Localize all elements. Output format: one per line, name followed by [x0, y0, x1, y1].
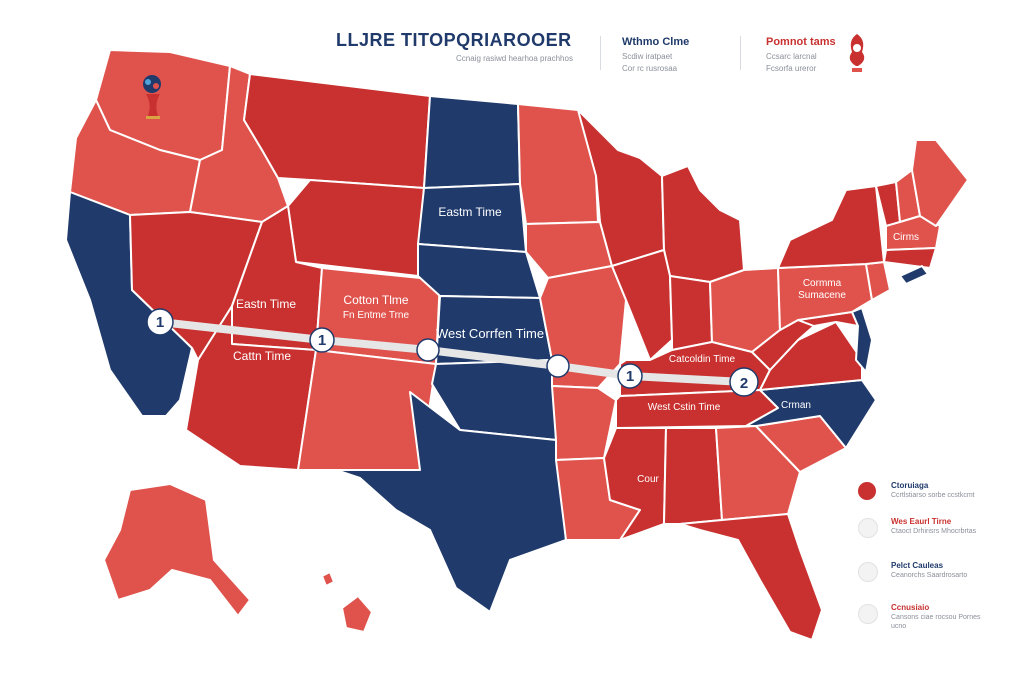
state-new-york[interactable]: [777, 185, 885, 269]
label-mississippi: Cour: [637, 474, 659, 485]
legend-sub-2: Ctaoct Drhirisrs Mhocrbrtas: [891, 528, 977, 535]
route-line: [156, 318, 748, 386]
route-stop-4[interactable]: [546, 354, 570, 378]
legend-item-3[interactable]: Pelct Cauleas Ceanorchs Saardrosarto: [858, 560, 988, 590]
legend-dot-2: [858, 518, 878, 538]
label-pennsylvania: Cormma: [803, 278, 842, 289]
state-north-dakota[interactable]: [423, 95, 521, 189]
label-carolina: Crman: [781, 400, 811, 411]
header-col2-sub1: Ccsarc larcnal: [766, 52, 817, 61]
route-stop-6-label: 2: [740, 375, 748, 392]
page-title: LLJRE TITOPQRIAROOER: [336, 30, 572, 50]
legend-item-1[interactable]: Ctoruiaga Ccrtlstiarso sorbe ccstkcmt: [858, 480, 988, 510]
header-divider-1: [600, 36, 601, 70]
legend-dot-4: [858, 604, 878, 624]
trophy-logo-icon: [143, 75, 161, 119]
label-new-england: Cirms: [893, 232, 919, 243]
legend-dot-1: [858, 482, 876, 500]
state-connecticut[interactable]: [883, 247, 937, 269]
state-arkansas[interactable]: [551, 385, 617, 461]
legend-dot-3: [858, 562, 878, 582]
route-stop-5[interactable]: 1: [617, 363, 643, 389]
label-colorado-sub: Fn Entme Trne: [343, 310, 410, 321]
state-long-island[interactable]: [899, 265, 929, 285]
label-colorado: Cotton Tlme: [343, 293, 408, 307]
legend-title-4: Ccnusiaio: [891, 603, 930, 612]
legend-item-4[interactable]: Ccnusiaio Cansons ciae rocsou Pornes ucn…: [858, 602, 988, 632]
state-florida[interactable]: [679, 513, 823, 641]
state-north-carolina[interactable]: [745, 379, 877, 449]
legend-item-2[interactable]: Wes Eaurl Tirne Ctaoct Drhirisrs Mhocrbr…: [858, 516, 988, 546]
label-great-basin: Eastn Time: [236, 297, 296, 311]
legend-title-3: Pelct Cauleas: [891, 561, 944, 570]
state-nebraska[interactable]: [417, 243, 541, 299]
state-alabama[interactable]: [663, 427, 723, 525]
state-delaware[interactable]: [851, 307, 873, 373]
emblem-badge-icon: [849, 34, 865, 72]
route-stop-2-label: 1: [318, 332, 326, 349]
legend-sub-3: Ceanorchs Saardrosarto: [891, 572, 968, 579]
legend-sub-1: Ccrtlstiarso sorbe ccstkcmt: [891, 492, 975, 499]
label-pennsylvania-sub: Sumacene: [798, 290, 846, 301]
label-kentucky: Catcoldin Time: [669, 354, 736, 365]
state-maine[interactable]: [911, 139, 969, 227]
route-stop-1[interactable]: 1: [146, 308, 174, 336]
legend-sub-4: Cansons ciae rocsou Pornes ucno: [891, 614, 981, 630]
route-stop-6[interactable]: 2: [729, 367, 759, 397]
label-tennessee: West Cstin Time: [648, 402, 721, 413]
legend-title-2: Wes Eaurl Tirne: [891, 517, 952, 526]
legend-title-1: Ctoruiaga: [891, 481, 929, 490]
header-col2-sub2: Fcsorfa ureror: [766, 64, 817, 73]
route-stop-1-label: 1: [156, 314, 164, 331]
route-stop-5-label: 1: [626, 368, 634, 385]
state-michigan[interactable]: [661, 165, 745, 283]
header-col2-title: Pomnot tams: [766, 36, 836, 48]
state-mississippi[interactable]: [603, 427, 667, 541]
state-alaska[interactable]: [103, 483, 251, 617]
state-wyoming[interactable]: [287, 179, 425, 277]
label-dakota: Eastm Time: [438, 205, 502, 219]
state-hawaii-small[interactable]: [321, 571, 335, 587]
header-divider-2: [740, 36, 741, 70]
header-col1-sub1: Scdiw iratpaet: [622, 52, 673, 61]
route-stop-3[interactable]: [416, 338, 440, 362]
state-hawaii[interactable]: [341, 595, 373, 633]
route-stop-2[interactable]: 1: [309, 327, 335, 353]
label-kansas: West Corrfen Time: [436, 326, 544, 341]
header-col1-title: Wthmo Clme: [622, 36, 690, 48]
header-col1-sub2: Cor rc rusrosaa: [622, 64, 678, 73]
page-subtitle: Ccnaig rasiwd hearhoa prachhos: [456, 54, 573, 63]
label-arizona: Cattn Time: [233, 349, 291, 363]
state-indiana[interactable]: [669, 275, 713, 351]
